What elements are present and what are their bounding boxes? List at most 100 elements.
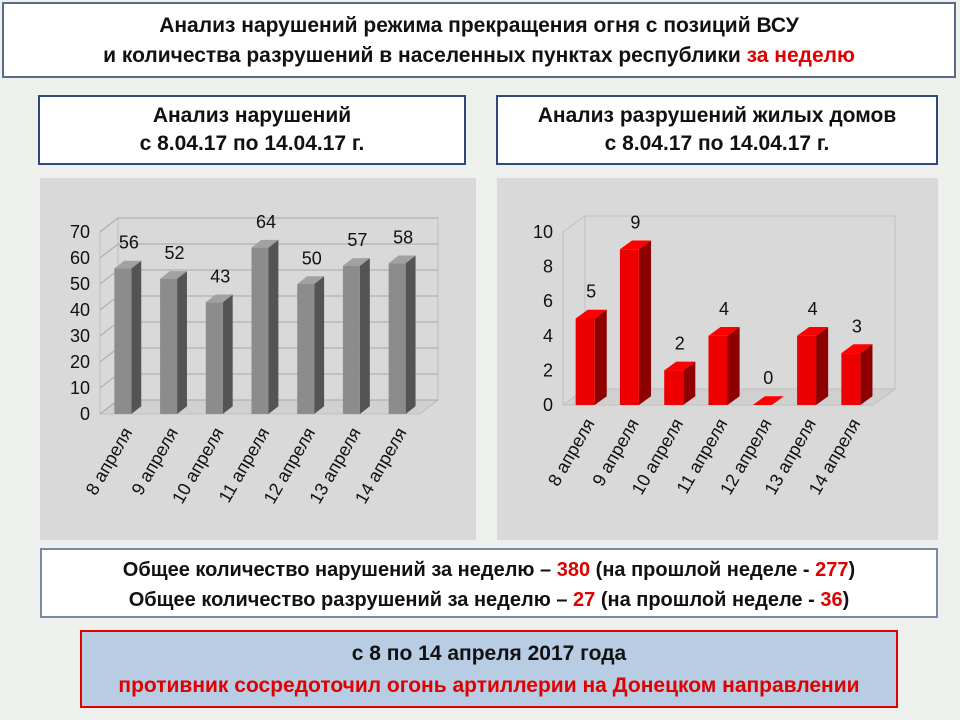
bar-top [388,255,416,264]
value-label: 4 [808,299,818,319]
bar [388,255,416,414]
y-tick-label: 50 [70,274,90,294]
bar [797,327,829,405]
bar [708,327,740,405]
value-label: 64 [256,212,276,232]
summary-number: 36 [820,589,843,611]
footer: с 8 по 14 апреля 2017 года противник сос… [80,630,898,708]
bar [664,361,696,405]
y-tick-label: 30 [70,326,90,346]
value-label: 5 [586,282,596,302]
grid-line [99,243,438,259]
summary-text: (на прошлой неделе - [600,589,815,611]
y-tick-label: 2 [543,360,553,380]
bar [841,344,873,405]
bar-side [268,239,279,414]
bar-side [638,240,652,405]
bar-front [205,302,223,414]
y-tick-label: 10 [533,222,553,242]
bar-side [405,255,416,414]
bar [297,276,325,414]
y-tick-label: 0 [543,395,553,415]
value-label: 43 [210,267,230,287]
bar-side [594,309,607,405]
bar-front [619,249,639,405]
bar-front [388,263,406,414]
header-text: и количества разрушений в населенных пун… [103,44,741,67]
title-line: с 8.04.17 по 14.04.17 г. [604,132,830,155]
bar [251,239,279,414]
y-tick-label: 60 [70,248,90,268]
bar-top [297,276,325,284]
bar [205,294,233,414]
summary: Общее количество нарушений за неделю – 3… [40,548,938,618]
summary-number: 277 [815,559,849,581]
bar-side [177,271,187,414]
bar [575,309,607,405]
bar-top [664,361,696,371]
bar-front [114,268,132,414]
bar-front [664,370,684,405]
bar-front [797,335,817,405]
bar-top [114,260,142,269]
bar-side [816,327,829,405]
summary-text: ) [848,559,856,581]
value-label: 0 [763,368,773,388]
bar-top [841,344,873,354]
y-tick-label: 10 [70,378,90,398]
value-label: 3 [852,316,862,336]
bar-side [314,276,325,414]
summary-line: Общее количество разрушений за неделю – … [42,585,936,615]
bar-top [342,258,370,266]
bar-top [797,327,829,336]
bar-top [619,240,652,250]
value-label: 4 [719,299,729,319]
bar [752,396,784,405]
footer-line: с 8 по 14 апреля 2017 года [351,642,627,665]
bar-front [575,318,595,405]
bar-front [841,353,861,405]
grid-line [99,217,438,233]
y-tick-label: 70 [70,222,90,242]
value-label: 2 [675,334,685,354]
value-label: 50 [302,248,322,268]
header: Анализ нарушений режима прекращения огня… [2,2,956,78]
value-label: 9 [630,213,640,233]
bar-front [297,284,315,414]
bar-top [160,271,187,279]
value-label: 57 [347,230,367,250]
bar-top [251,239,279,248]
bar-front [251,247,269,414]
bar-top [752,396,784,405]
title-line: Анализ нарушений [152,104,352,127]
bar-side [727,327,740,405]
bar [342,258,370,414]
value-label: 56 [119,233,139,253]
bar-front [342,265,360,414]
bar-top [708,327,740,336]
bar [160,271,187,414]
title-line: Анализ разрушений жилых домов [537,104,897,127]
bar-front [708,335,728,405]
bar-top [575,309,607,319]
summary-text: ) [842,589,850,611]
summary-number: 380 [556,559,591,581]
header-line: Анализ нарушений режима прекращения огня… [159,14,799,37]
summary-text: Общее количество разрушений за неделю – [128,589,568,611]
bar-top [205,294,233,303]
header-line: и количества разрушений в населенных пун… [4,41,954,71]
chart-title: Анализ нарушений с 8.04.17 по 14.04.17 г… [38,95,466,165]
y-tick-label: 20 [70,352,90,372]
bar-side [683,361,696,405]
y-tick-label: 8 [543,257,553,277]
title-line: с 8.04.17 по 14.04.17 г. [139,132,365,155]
bar [114,260,142,414]
y-tick-label: 6 [543,291,553,311]
value-label: 58 [393,228,413,248]
bar-front [160,278,178,414]
footer-line: противник сосредоточил огонь артиллерии … [118,674,860,697]
header-highlight: за неделю [746,44,855,67]
summary-text: (на прошлой неделе - [595,559,810,581]
